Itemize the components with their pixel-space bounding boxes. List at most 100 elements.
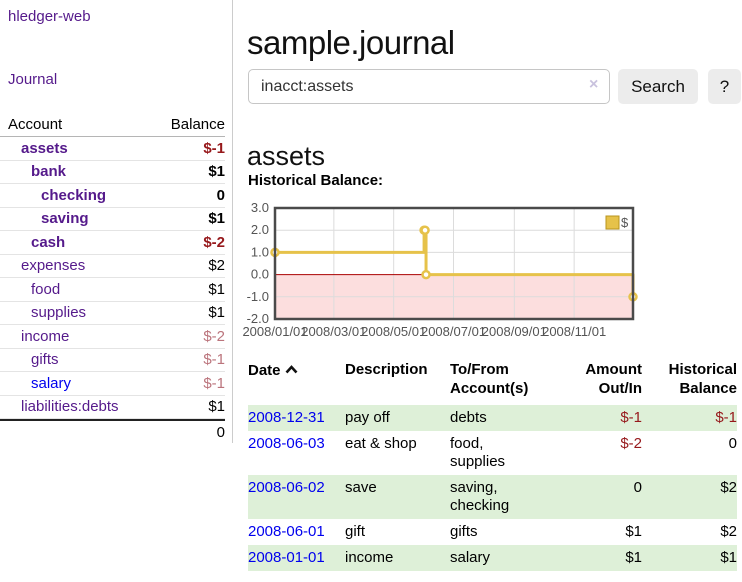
register-table: Date Description To/From Account(s) Amou… <box>248 358 737 571</box>
transaction-accounts: food, supplies <box>450 435 506 470</box>
search-input[interactable] <box>248 69 610 104</box>
column-header-balance[interactable]: Historical Balance <box>668 361 737 397</box>
accounts-total-row: 0 <box>0 419 225 444</box>
account-row: income $-2 <box>0 325 225 349</box>
column-header-accounts[interactable]: To/From Account(s) <box>450 361 529 397</box>
register-row: 2008-06-03 eat & shop food, supplies $-2… <box>248 431 737 475</box>
transaction-description: gift <box>345 523 366 540</box>
transaction-amount: $-1 <box>620 409 642 426</box>
account-row: gifts $-1 <box>0 349 225 372</box>
transaction-date-link[interactable]: 2008-01-01 <box>248 549 325 566</box>
svg-text:-2.0: -2.0 <box>247 311 269 326</box>
transaction-balance: $1 <box>720 549 737 566</box>
register-header-row: Date Description To/From Account(s) Amou… <box>248 358 737 405</box>
transaction-description: income <box>345 549 394 566</box>
account-balance: $1 <box>208 280 225 298</box>
account-row: expenses $2 <box>0 255 225 278</box>
transaction-balance: $2 <box>720 479 737 496</box>
transaction-description: eat & shop <box>345 435 417 452</box>
account-row: liabilities:debts $1 <box>0 396 225 419</box>
account-balance: $2 <box>208 257 225 275</box>
account-link-saving[interactable]: saving <box>41 210 89 228</box>
account-balance: $1 <box>208 304 225 322</box>
transaction-accounts: saving, checking <box>450 479 510 514</box>
register-row: 2008-12-31 pay off debts $-1 $-1 <box>248 405 737 431</box>
svg-text:2008/05/01: 2008/05/01 <box>361 324 426 339</box>
column-header-amount[interactable]: Amount Out/In <box>585 361 642 397</box>
accounts-header-account: Account <box>8 115 63 133</box>
svg-text:$: $ <box>621 215 629 230</box>
svg-text:-1.0: -1.0 <box>247 289 269 304</box>
account-link-supplies[interactable]: supplies <box>31 304 87 322</box>
svg-text:1.0: 1.0 <box>251 244 269 259</box>
account-row: salary $-1 <box>0 372 225 396</box>
svg-text:3.0: 3.0 <box>251 202 269 215</box>
account-balance: $-1 <box>203 374 225 392</box>
sort-ascending-icon <box>285 360 298 379</box>
account-row: food $1 <box>0 278 225 302</box>
chart-title: Historical Balance: <box>248 172 384 189</box>
account-link-assets[interactable]: assets <box>21 139 68 157</box>
transaction-accounts: salary <box>450 549 491 566</box>
svg-text:0.0: 0.0 <box>251 267 269 282</box>
transaction-description: save <box>345 479 377 496</box>
svg-text:2.0: 2.0 <box>251 222 269 237</box>
historical-balance-chart: 3.0 2.0 1.0 0.0 -1.0 -2.02008/01/012008/03/01… <box>242 202 638 339</box>
account-row: supplies $1 <box>0 302 225 325</box>
column-header-description[interactable]: Description <box>345 361 428 378</box>
transaction-balance: 0 <box>728 435 737 452</box>
account-row: assets $-1 <box>0 137 225 161</box>
app-brand-link[interactable]: hledger-web <box>8 8 91 25</box>
transaction-amount: 0 <box>633 479 642 496</box>
account-link-expenses[interactable]: expenses <box>21 257 86 275</box>
account-balance: $1 <box>208 210 225 228</box>
transaction-date-link[interactable]: 2008-06-01 <box>248 523 325 540</box>
account-row: checking 0 <box>0 184 225 208</box>
account-link-liabilities-debts[interactable]: liabilities:debts <box>21 398 119 416</box>
account-balance: $1 <box>208 163 225 181</box>
register-row: 2008-01-01 income salary $1 $1 <box>248 545 737 571</box>
account-balance: $-1 <box>203 351 225 369</box>
transaction-date-link[interactable]: 2008-12-31 <box>248 409 325 426</box>
sidebar-item-journal[interactable]: Journal <box>8 71 58 88</box>
clear-search-icon[interactable]: × <box>589 76 599 93</box>
accounts-panel: Account Balance assets $-1 bank $1 check… <box>0 112 225 444</box>
account-row: bank $1 <box>0 161 225 184</box>
account-row: cash $-2 <box>0 231 225 255</box>
transaction-date-link[interactable]: 2008-06-03 <box>248 435 325 452</box>
account-link-cash[interactable]: cash <box>31 233 66 251</box>
account-link-bank[interactable]: bank <box>31 163 67 181</box>
accounts-header: Account Balance <box>0 112 225 137</box>
account-link-income[interactable]: income <box>21 327 70 345</box>
account-link-checking[interactable]: checking <box>41 186 107 204</box>
help-button[interactable]: ? <box>708 69 741 104</box>
svg-text:2008/09/01: 2008/09/01 <box>482 324 547 339</box>
transaction-description: pay off <box>345 409 390 426</box>
transaction-amount: $1 <box>625 549 642 566</box>
account-heading: assets <box>247 141 326 172</box>
transaction-balance: $2 <box>720 523 737 540</box>
account-balance: $-1 <box>203 139 225 157</box>
svg-text:2008/07/01: 2008/07/01 <box>421 324 486 339</box>
account-balance: $1 <box>208 398 225 416</box>
account-link-gifts[interactable]: gifts <box>31 351 59 369</box>
svg-text:2008/01/01: 2008/01/01 <box>242 324 307 339</box>
transaction-balance: $-1 <box>715 409 737 426</box>
transaction-amount: $1 <box>625 523 642 540</box>
accounts-header-balance: Balance <box>170 115 225 133</box>
account-balance: 0 <box>216 186 225 204</box>
column-header-date[interactable]: Date <box>248 358 345 405</box>
transaction-amount: $-2 <box>620 435 642 452</box>
register-row: 2008-06-02 save saving, checking 0 $2 <box>248 475 737 519</box>
page-title: sample.journal <box>247 24 455 62</box>
transaction-date-link[interactable]: 2008-06-02 <box>248 479 325 496</box>
account-link-food[interactable]: food <box>31 280 61 298</box>
sidebar: hledger-web Journal Account Balance asse… <box>0 0 233 443</box>
accounts-total: 0 <box>216 424 225 441</box>
search-button[interactable]: Search <box>618 69 698 104</box>
account-row: saving $1 <box>0 208 225 231</box>
account-link-salary[interactable]: salary <box>31 374 72 392</box>
column-header-date-label: Date <box>248 362 281 379</box>
account-balance: $-2 <box>203 233 225 251</box>
register-row: 2008-06-01 gift gifts $1 $2 <box>248 519 737 545</box>
